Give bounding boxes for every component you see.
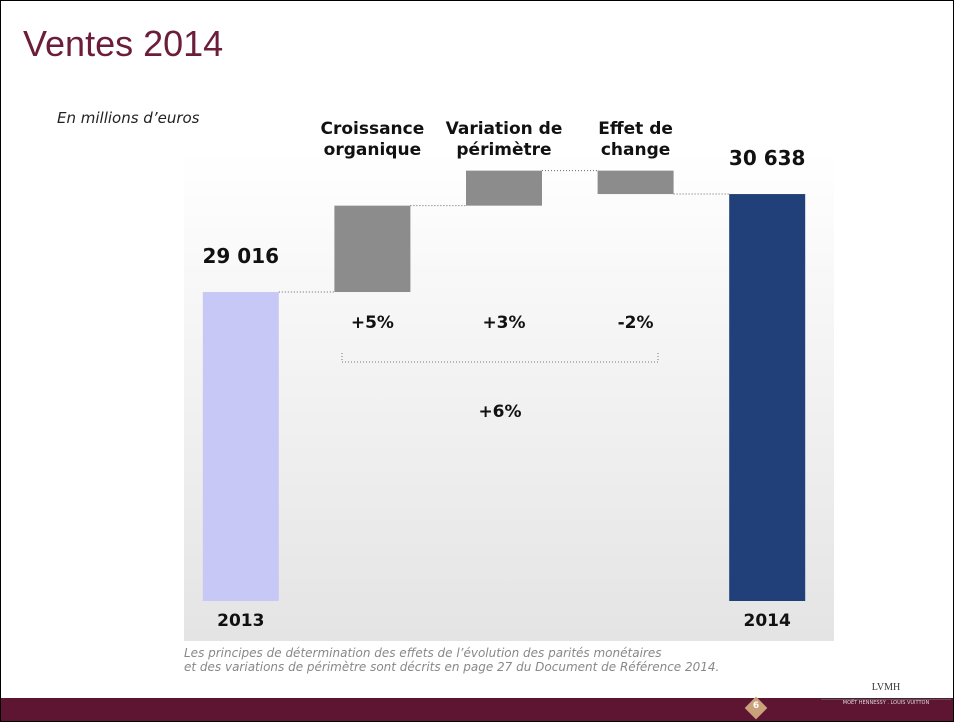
- logo: LVMH: [871, 682, 901, 693]
- category-label: Croissance organique: [320, 119, 425, 160]
- footer-band: [1, 698, 953, 721]
- footnote-line: Les principes de détermination des effet…: [184, 646, 662, 660]
- page-number: 6: [752, 701, 760, 711]
- bar: [466, 170, 542, 206]
- value-label: 30 638: [728, 146, 806, 171]
- footnote: Les principes de détermination des effet…: [184, 646, 719, 674]
- footnote-line: et des variations de périmètre sont décr…: [184, 660, 720, 674]
- bar: [334, 205, 411, 293]
- subtitle: En millions d’euros: [57, 109, 200, 127]
- category-label: Variation de périmètre: [445, 119, 563, 160]
- growth-label: +3%: [482, 313, 526, 333]
- category-label: 2014: [743, 611, 791, 631]
- growth-label: -2%: [617, 313, 654, 333]
- bar: [597, 170, 674, 195]
- total-growth-label: +6%: [478, 402, 522, 422]
- plot-background: [184, 151, 834, 641]
- value-label: 29 016: [202, 244, 280, 269]
- slide-title: Ventes 2014: [23, 23, 224, 64]
- logo-sub: MOËT HENNESSY . LOUIS VUITTON: [821, 699, 951, 706]
- growth-label: +5%: [350, 313, 394, 333]
- bar: [729, 194, 806, 602]
- category-label: Effet de change: [598, 119, 673, 160]
- bar: [202, 292, 279, 601]
- category-label: 2013: [217, 611, 265, 631]
